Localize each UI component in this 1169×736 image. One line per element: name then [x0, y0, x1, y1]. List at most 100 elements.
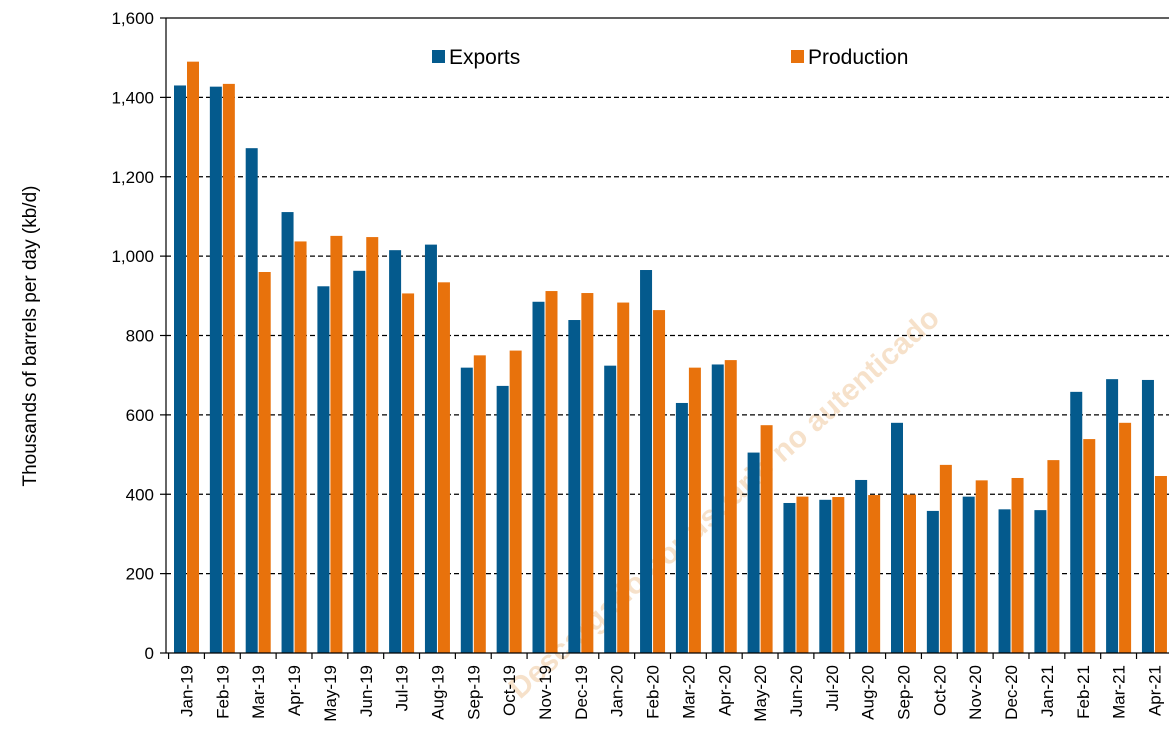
- exports-bar-may-20: [747, 452, 760, 653]
- exports-bar-dec-19: [568, 320, 581, 653]
- x-tick-label: Jun-19: [357, 665, 376, 717]
- y-tick-labels: 0 200 400 600 800 1,000 1,200 1,400 1,600: [111, 9, 154, 663]
- x-tick-label: Jan-20: [608, 665, 627, 717]
- exports-bar-jun-19: [353, 270, 366, 653]
- axes: [160, 17, 1169, 659]
- x-tick-label: Feb-21: [1074, 665, 1093, 719]
- exports-bar-jan-20: [604, 365, 617, 653]
- production-bar-jan-19: [187, 61, 199, 653]
- x-tick-label: Mar-20: [679, 665, 698, 719]
- exports-bar-oct-20: [926, 510, 939, 653]
- production-bar-feb-20: [653, 310, 666, 653]
- y-tick-label: 1,400: [111, 88, 154, 107]
- exports-legend-swatch: [432, 50, 445, 63]
- production-bar-feb-21: [1083, 439, 1096, 653]
- y-tick-label: 1,200: [111, 168, 154, 187]
- production-bar-nov-19: [545, 291, 558, 653]
- production-bar-jun-20: [796, 496, 809, 653]
- exports-bar-jul-19: [389, 250, 402, 653]
- exports-bar-sep-20: [891, 422, 903, 653]
- exports-bar-jul-20: [819, 499, 832, 653]
- exports-bar-dec-20: [998, 509, 1011, 653]
- x-tick-label: Sep-19: [464, 665, 483, 720]
- exports-bar-aug-19: [424, 244, 437, 653]
- y-tick-label: 200: [126, 565, 154, 584]
- production-bar-may-20: [760, 425, 773, 653]
- production-bar-mar-19: [258, 272, 271, 653]
- x-tick-label: Dec-19: [572, 665, 591, 720]
- y-tick-label: 0: [145, 644, 154, 663]
- production-bar-sep-20: [904, 494, 916, 653]
- x-tick-label: Jul-19: [393, 665, 412, 711]
- exports-bar-apr-20: [711, 364, 724, 653]
- exports-bar-jan-21: [1034, 510, 1047, 653]
- x-tick-label: Oct-20: [930, 665, 949, 716]
- production-bar-dec-20: [1011, 477, 1024, 653]
- production-bar-jul-19: [402, 293, 415, 653]
- x-tick-labels: Jan-19 Feb-19 Mar-19 Apr-19 May-19 Jun-19 Jul-…: [178, 665, 1165, 722]
- production-bar-jun-19: [366, 237, 379, 653]
- x-tick-label: Aug-20: [859, 665, 878, 720]
- production-legend-label: Production: [808, 46, 908, 69]
- y-tick-label: 800: [126, 327, 154, 346]
- exports-bar-mar-20: [675, 402, 688, 653]
- production-bar-oct-19: [509, 350, 522, 653]
- production-bar-apr-20: [724, 360, 737, 653]
- x-tick-label: Apr-19: [285, 665, 304, 716]
- production-bar-apr-21: [1154, 475, 1167, 653]
- exports-bar-apr-19: [281, 212, 294, 653]
- production-bar-dec-19: [581, 293, 594, 653]
- exports-bar-may-19: [317, 286, 330, 653]
- exports-bar-oct-19: [496, 385, 509, 653]
- exports-legend-label: Exports: [449, 46, 520, 69]
- x-tick-label: Feb-19: [213, 665, 232, 719]
- production-bar-aug-19: [437, 282, 450, 653]
- x-tick-label: Apr-21: [1145, 665, 1164, 716]
- production-bar-jan-21: [1047, 460, 1060, 653]
- x-tick-label: Oct-19: [500, 665, 519, 716]
- production-bar-aug-20: [868, 495, 881, 653]
- legend: Exports Production: [432, 46, 908, 69]
- x-tick-label: Jan-19: [178, 665, 197, 717]
- exports-bar-feb-21: [1070, 391, 1083, 653]
- exports-bar-jan-19: [174, 85, 186, 653]
- x-tick-label: May-19: [321, 665, 340, 722]
- x-tick-label: May-20: [751, 665, 770, 722]
- production-bar-oct-20: [939, 464, 952, 653]
- production-bar-nov-20: [975, 480, 988, 653]
- y-tick-label: 400: [126, 485, 154, 504]
- exports-bar-mar-19: [245, 148, 258, 654]
- x-tick-label: Mar-19: [249, 665, 268, 719]
- x-tick-label: Aug-19: [428, 665, 447, 720]
- exports-bar-mar-21: [1106, 379, 1119, 653]
- x-tick-label: Jul-20: [823, 665, 842, 711]
- exports-bar-feb-19: [209, 86, 222, 654]
- production-bar-mar-21: [1119, 422, 1132, 653]
- exports-bar-apr-21: [1141, 379, 1154, 653]
- x-tick-label: Nov-19: [536, 665, 555, 720]
- production-bar-apr-19: [294, 241, 307, 654]
- y-axis-label: Thousands of barrels per day (kb/d): [20, 186, 41, 487]
- production-bar-feb-19: [222, 83, 235, 654]
- exports-bar-aug-20: [855, 479, 868, 653]
- x-tick-label: Mar-21: [1110, 665, 1129, 719]
- x-tick-label: Sep-20: [895, 665, 914, 720]
- x-tick-label: Jan-21: [1038, 665, 1057, 717]
- y-tick-label: 1,000: [111, 247, 154, 266]
- exports-bar-sep-19: [460, 367, 473, 653]
- production-legend-swatch: [791, 50, 804, 63]
- x-tick-label: Nov-20: [966, 665, 985, 720]
- production-bar-jul-20: [832, 497, 845, 653]
- x-tick-label: Jun-20: [787, 665, 806, 717]
- exports-bar-feb-20: [640, 270, 653, 653]
- production-bar-mar-20: [688, 367, 701, 653]
- y-tick-label: 600: [126, 406, 154, 425]
- exports-bar-jun-20: [783, 502, 796, 653]
- exports-bar-nov-20: [962, 496, 975, 653]
- x-tick-label: Apr-20: [715, 665, 734, 716]
- bars: [174, 61, 1167, 654]
- exports-bar-nov-19: [532, 301, 545, 653]
- y-tick-label: 1,600: [111, 9, 154, 28]
- production-bar-may-19: [330, 235, 343, 653]
